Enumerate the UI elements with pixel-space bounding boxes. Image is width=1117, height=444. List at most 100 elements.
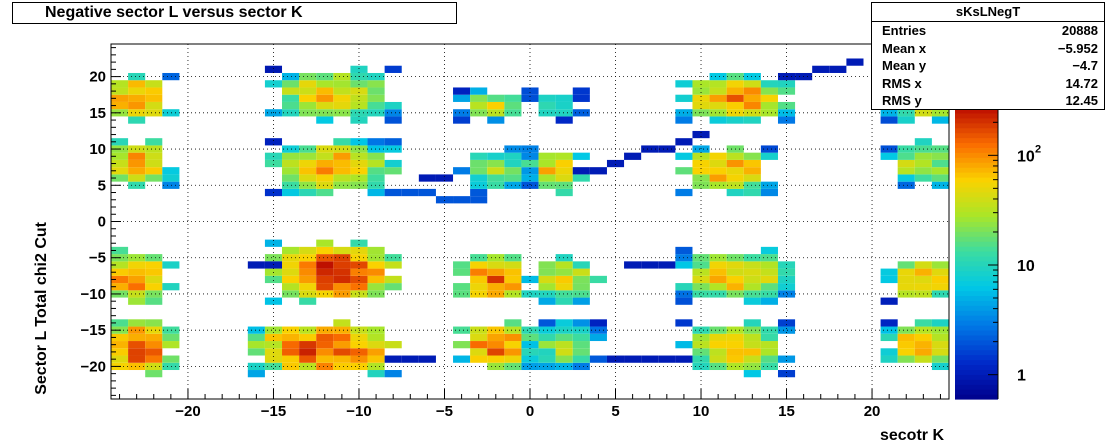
heatmap-cell xyxy=(418,174,436,182)
heatmap-cell xyxy=(726,261,744,269)
heatmap-cell xyxy=(487,159,505,168)
heatmap-cell xyxy=(760,145,778,153)
heatmap-cell xyxy=(897,290,915,298)
heatmap-cell xyxy=(897,348,915,356)
heatmap-cell xyxy=(282,94,300,102)
heatmap-cell xyxy=(760,297,778,305)
heatmap-cell xyxy=(931,362,949,371)
colorbar-band xyxy=(955,122,998,129)
heatmap-cell xyxy=(145,174,163,182)
heatmap-cell xyxy=(914,174,932,182)
heatmap-cell xyxy=(538,341,556,349)
heatmap-cell xyxy=(162,341,180,349)
heatmap-cell xyxy=(111,159,129,168)
heatmap-cell xyxy=(367,72,385,81)
heatmap-cell xyxy=(504,254,522,262)
heatmap-cell xyxy=(709,333,727,342)
heatmap-cell xyxy=(760,333,778,342)
heatmap-cell xyxy=(606,159,625,168)
heatmap-cell xyxy=(504,326,522,334)
heatmap-cell xyxy=(367,145,385,153)
heatmap-cell xyxy=(247,333,265,342)
y-tick-label: −15 xyxy=(81,322,106,339)
heatmap-cell xyxy=(367,159,385,168)
heatmap-cell xyxy=(572,297,590,305)
colorbar-band xyxy=(955,221,998,227)
heatmap-cell xyxy=(692,130,710,139)
heatmap-cell xyxy=(333,138,351,146)
heatmap-cell xyxy=(897,283,915,291)
heatmap-cell xyxy=(367,362,385,371)
heatmap-cell xyxy=(111,341,129,349)
colorbar-band xyxy=(955,280,998,287)
heatmap-cell xyxy=(316,275,334,284)
heatmap-cell xyxy=(726,341,744,349)
heatmap-cell xyxy=(777,355,796,363)
colorbar-band xyxy=(955,246,998,252)
heatmap-cell xyxy=(880,275,898,284)
colorbar-band xyxy=(955,315,998,321)
x-tick-label: −10 xyxy=(346,403,371,420)
heatmap-cell xyxy=(470,109,488,117)
heatmap-cell xyxy=(247,326,265,334)
heatmap-cell xyxy=(128,362,146,371)
heatmap-cell xyxy=(350,94,368,102)
heatmap-cell xyxy=(504,145,522,153)
heatmap-cell xyxy=(521,275,539,284)
colorbar-band xyxy=(955,201,998,208)
heatmap-cell xyxy=(555,348,573,356)
heatmap-cell xyxy=(572,341,590,349)
heatmap-cell xyxy=(299,275,317,284)
heatmap-cell xyxy=(572,268,590,276)
heatmap-cell xyxy=(316,341,334,349)
heatmap-cell xyxy=(914,152,932,160)
heatmap-cell xyxy=(504,261,522,269)
heatmap-cell xyxy=(333,341,351,349)
heatmap-cell xyxy=(145,268,163,276)
colorbar-band xyxy=(955,157,998,163)
heatmap-cell xyxy=(145,138,163,146)
heatmap-cell xyxy=(264,297,283,305)
heatmap-cell xyxy=(880,348,898,356)
heatmap-cell xyxy=(555,167,573,175)
heatmap-cell xyxy=(880,109,898,117)
heatmap-cell xyxy=(128,319,146,327)
heatmap-cell xyxy=(384,167,402,175)
heatmap-cell xyxy=(333,167,351,175)
heatmap-cell xyxy=(572,87,590,95)
colorbar-band xyxy=(955,374,998,380)
stats-row-entries: Entries 20888 xyxy=(872,22,1104,40)
heatmap-cell xyxy=(931,159,949,168)
heatmap-cell xyxy=(726,101,744,110)
colorbar-band xyxy=(955,389,998,395)
heatmap-cell xyxy=(504,94,522,102)
x-tick-label: 5 xyxy=(611,403,619,420)
heatmap-cell xyxy=(470,87,488,95)
heatmap-cell xyxy=(897,261,915,269)
heatmap-cell xyxy=(333,87,351,95)
heatmap-cell xyxy=(128,333,146,342)
x-tick-label: 20 xyxy=(864,403,881,420)
heatmap-cell xyxy=(709,290,727,298)
heatmap-cell xyxy=(247,370,265,378)
heatmap-cell xyxy=(333,152,351,160)
heatmap-cell xyxy=(572,326,590,334)
heatmap-cell xyxy=(282,254,300,262)
heatmap-cell xyxy=(299,341,317,349)
heatmap-cell xyxy=(384,109,402,117)
heatmap-cell xyxy=(931,290,949,298)
heatmap-cell xyxy=(333,109,351,117)
heatmap-cell xyxy=(709,355,727,363)
y-tick-label: 15 xyxy=(89,105,106,122)
heatmap-cell xyxy=(145,348,163,356)
heatmap-cell xyxy=(777,326,796,334)
heatmap-cell xyxy=(743,326,761,334)
heatmap-cell xyxy=(333,254,351,262)
heatmap-cell xyxy=(145,261,163,269)
heatmap-cell xyxy=(333,80,351,88)
heatmap-cell xyxy=(572,109,590,117)
heatmap-cell xyxy=(504,341,522,349)
heatmap-cell xyxy=(931,152,949,160)
heatmap-cell xyxy=(692,283,710,291)
heatmap-cell xyxy=(521,333,539,342)
